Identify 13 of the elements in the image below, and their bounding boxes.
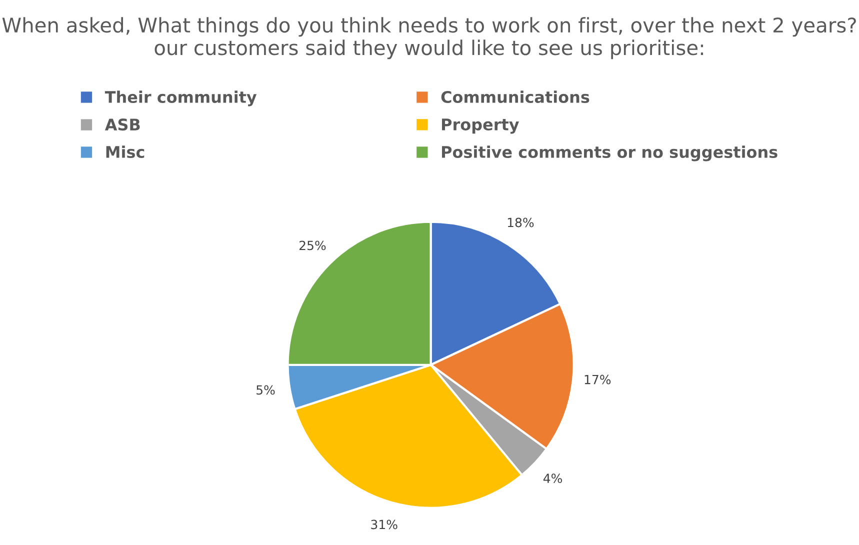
legend-label: ASB [104,118,140,131]
legend-label: Property [442,118,519,134]
data-label: 4% [543,474,562,484]
legend-label: Misc [106,146,144,158]
data-label: 5% [256,385,275,395]
legend-label: Communications [441,90,590,104]
data-label: 25% [299,240,326,250]
data-label: 17% [584,374,611,384]
data-label: 31% [371,520,398,530]
data-label: 18% [508,218,534,228]
chart-title: When asked, What things do you think needs to work on first, over the next 2 years? our customers said they would like to see us prioritise: [2,17,856,60]
legend-label: Positive comments or no suggestions [442,146,778,162]
legend-label: Their community [104,90,257,106]
